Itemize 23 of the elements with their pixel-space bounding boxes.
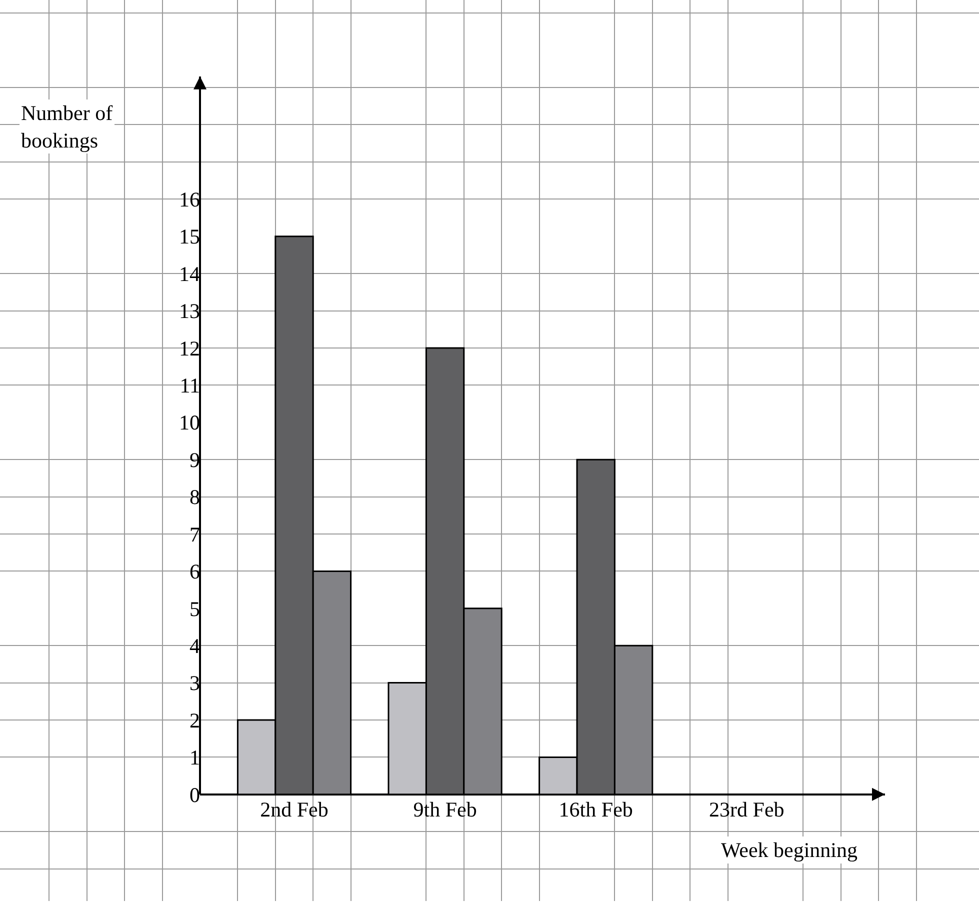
x-tick-label: 9th Feb: [413, 797, 477, 822]
y-tick-label: 12: [179, 336, 200, 360]
y-tick-label: 10: [179, 410, 200, 435]
y-tick-label: 13: [179, 299, 200, 324]
x-tick-label: 23rd Feb: [709, 797, 784, 822]
y-tick-label: 3: [190, 671, 200, 696]
y-tick-label: 15: [179, 224, 200, 249]
y-tick-label: 14: [179, 262, 200, 286]
x-tick-label: 2nd Feb: [260, 797, 328, 822]
y-tick-label: 16: [179, 187, 200, 212]
y-tick-label: 9: [190, 448, 200, 472]
y-tick-label: 6: [190, 560, 200, 584]
y-tick-label: 0: [190, 782, 200, 807]
y-tick-label: 4: [190, 634, 200, 658]
y-tick-label: 11: [180, 374, 200, 398]
y-tick-label: 2: [190, 708, 200, 732]
x-axis-title: Week beginning: [721, 838, 858, 862]
y-tick-label: 1: [190, 746, 200, 770]
y-tick-label: 8: [190, 485, 200, 510]
y-tick-label: 7: [190, 522, 200, 546]
y-tick-label: 5: [190, 596, 200, 621]
x-tick-label: 16th Feb: [558, 797, 633, 822]
y-axis-title: Number of bookings: [21, 101, 113, 152]
